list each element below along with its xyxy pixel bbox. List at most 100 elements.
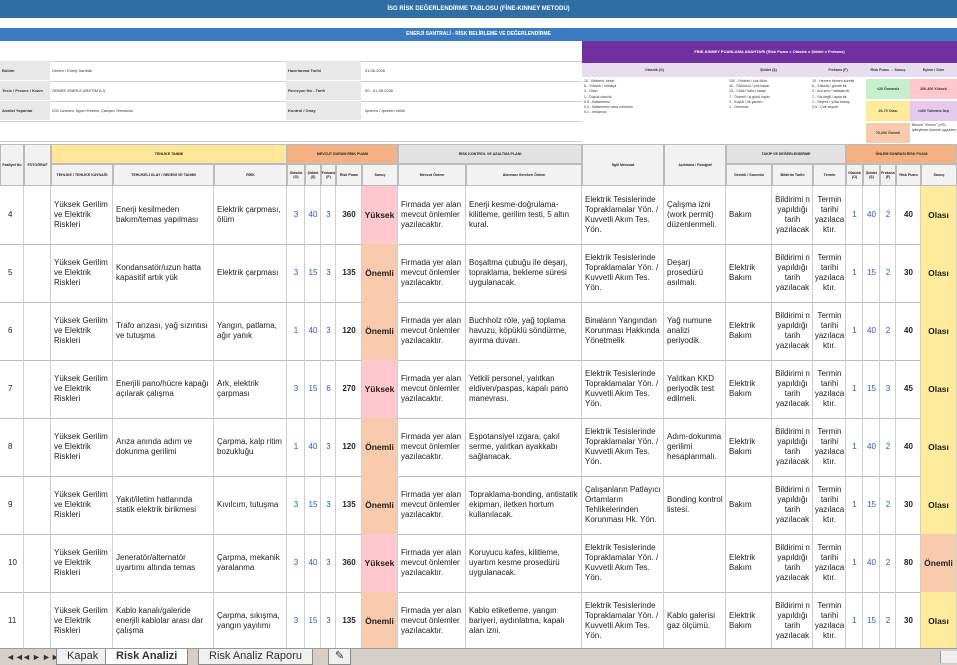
cell-aciklama[interactable]: Deşarj prosedürü asılmalı. — [664, 244, 726, 302]
cell-no[interactable]: 11 — [0, 592, 24, 650]
cell-rp2[interactable]: 40 — [896, 418, 921, 476]
cell-rp2[interactable]: 40 — [896, 186, 921, 244]
col-sorumlu[interactable]: Gerekli / Sorumlu — [726, 164, 772, 186]
cell-faaliyet[interactable]: Trafo arızası, yağ sızıntısı ve tutuşma — [113, 302, 214, 360]
cell-mevcut-onlem[interactable]: Firmada yer alan mevcut önlemler yazılac… — [398, 418, 466, 476]
cell-sonuc2[interactable]: Olası — [921, 360, 957, 418]
cell-s2[interactable]: 15 — [863, 592, 880, 650]
cell-f2[interactable]: 3 — [880, 360, 896, 418]
col-aciklama[interactable]: Açıklama / Fotoğraf — [664, 144, 726, 186]
cell-alinacak[interactable]: Boşaltma çubuğu ile deşarj, topraklama, … — [466, 244, 582, 302]
cell-s2[interactable]: 40 — [863, 534, 880, 592]
cell-sonuc[interactable]: Önemli — [362, 244, 398, 302]
cell-mevzuat[interactable]: Elektrik Tesislerinde Topraklamalar Yön.… — [582, 186, 664, 244]
col-sonuc2[interactable]: Sonuç — [921, 164, 957, 186]
cell-sonuc2[interactable]: Olası — [921, 418, 957, 476]
cell-s2[interactable]: 40 — [863, 418, 880, 476]
cell-alinacak[interactable]: Eşpotansiyel ızgara, çakıl serme, yalıtk… — [466, 418, 582, 476]
cell-mevcut-onlem[interactable]: Firmada yer alan mevcut önlemler yazılac… — [398, 534, 466, 592]
cell-risk[interactable]: Elektrik çarpması — [214, 244, 287, 302]
cell-rp[interactable]: 135 — [336, 592, 362, 650]
cell-s[interactable]: 40 — [305, 186, 321, 244]
nav-prev-icon[interactable]: ◄ — [22, 652, 31, 662]
cell-rp2[interactable]: 40 — [896, 302, 921, 360]
cell-f2[interactable]: 2 — [880, 418, 896, 476]
cell-alinacak[interactable]: Koruyucu kafes, kilitleme, uyartım kesme… — [466, 534, 582, 592]
cell-termin[interactable]: Termin tarihi yazılaca ktır. — [813, 302, 846, 360]
cell-o2[interactable]: 1 — [846, 592, 863, 650]
cell-sorumlu[interactable]: Elektrik Bakım — [726, 244, 772, 302]
cell-faaliyet[interactable]: Kablo kanalı/galeride enerjili kablolar … — [113, 592, 214, 650]
cell-f2[interactable]: 2 — [880, 302, 896, 360]
cell-mevzuat[interactable]: Elektrik Tesislerinde Topraklamalar Yön.… — [582, 360, 664, 418]
cell-s[interactable]: 40 — [305, 534, 321, 592]
cell-rp[interactable]: 360 — [336, 186, 362, 244]
nav-last-icon[interactable]: ►► — [42, 652, 60, 662]
cell-o2[interactable]: 1 — [846, 244, 863, 302]
photo-cell[interactable] — [24, 534, 51, 592]
photo-cell[interactable] — [24, 592, 51, 650]
cell-mevcut-onlem[interactable]: Firmada yer alan mevcut önlemler yazılac… — [398, 360, 466, 418]
cell-sorumlu[interactable]: Elektrik Bakım — [726, 534, 772, 592]
info-value[interactable]: 00 - 01.06.2026 — [365, 88, 394, 93]
cell-rp2[interactable]: 80 — [896, 534, 921, 592]
cell-sonuc2[interactable]: Olası — [921, 244, 957, 302]
cell-faaliyet[interactable]: Jeneratör/alternatör uyartımı altında te… — [113, 534, 214, 592]
cell-aciklama[interactable]: Bonding kontrol listesi. — [664, 476, 726, 534]
cell-s[interactable]: 40 — [305, 418, 321, 476]
cell-sorumlu[interactable]: Bakım — [726, 186, 772, 244]
col-foto[interactable]: FOTOĞRAF — [24, 144, 51, 186]
cell-sonuc2[interactable]: Olası — [921, 592, 957, 650]
cell-risk[interactable]: Kıvılcım, tutuşma — [214, 476, 287, 534]
cell-termin[interactable]: Termin tarihi yazılaca ktır. — [813, 534, 846, 592]
photo-cell[interactable] — [24, 244, 51, 302]
cell-risk[interactable]: Elektrik çarpması, ölüm — [214, 186, 287, 244]
cell-rp[interactable]: 360 — [336, 534, 362, 592]
cell-s[interactable]: 15 — [305, 244, 321, 302]
cell-rp[interactable]: 120 — [336, 418, 362, 476]
cell-bildirim[interactable]: Bildirimi n yapıldığı tarih yazılacak — [772, 418, 813, 476]
cell-alinacak[interactable]: Topraklama-bonding, antistatik ekipman, … — [466, 476, 582, 534]
cell-no[interactable]: 10 — [0, 534, 24, 592]
cell-f2[interactable]: 2 — [880, 186, 896, 244]
cell-sonuc[interactable]: Yüksek — [362, 186, 398, 244]
cell-rp2[interactable]: 30 — [896, 592, 921, 650]
cell-s2[interactable]: 40 — [863, 302, 880, 360]
cell-faaliyet[interactable]: Yakıt/iletim hatlarında statik elektrik … — [113, 476, 214, 534]
cell-o[interactable]: 3 — [287, 186, 305, 244]
cell-alinacak[interactable]: Yetkili personel, yalıtkan eldiven/paspa… — [466, 360, 582, 418]
col-f[interactable]: Frekans (F) — [321, 164, 336, 186]
info-value[interactable]: İSG Uzmanı, İşyeri Hekimi, Çalışan Temsi… — [52, 108, 133, 113]
cell-sonuc2[interactable]: Olası — [921, 476, 957, 534]
cell-mevzuat[interactable]: Çalışanların Patlayıcı Ortamların Tehlik… — [582, 476, 664, 534]
nav-first-icon[interactable]: ◄◄ — [6, 652, 24, 662]
cell-mevzuat[interactable]: Elektrik Tesislerinde Topraklamalar Yön.… — [582, 244, 664, 302]
cell-o[interactable]: 3 — [287, 476, 305, 534]
cell-no[interactable]: 7 — [0, 360, 24, 418]
cell-s2[interactable]: 15 — [863, 476, 880, 534]
cell-o[interactable]: 3 — [287, 592, 305, 650]
tab-risk-analiz-raporu[interactable]: Risk Analiz Raporu — [198, 649, 313, 665]
col-s[interactable]: Şiddet (Ş) — [305, 164, 321, 186]
photo-cell[interactable] — [24, 476, 51, 534]
cell-aciklama[interactable] — [664, 534, 726, 592]
cell-no[interactable]: 6 — [0, 302, 24, 360]
cell-mevzuat[interactable]: Elektrik Tesislerinde Topraklamalar Yön.… — [582, 418, 664, 476]
cell-f[interactable]: 3 — [321, 244, 336, 302]
cell-sonuc[interactable]: Yüksek — [362, 360, 398, 418]
tab-kapak[interactable]: Kapak — [56, 649, 110, 665]
cell-s2[interactable]: 15 — [863, 244, 880, 302]
photo-cell[interactable] — [24, 418, 51, 476]
cell-f2[interactable]: 2 — [880, 592, 896, 650]
horizontal-scrollbar[interactable] — [940, 651, 957, 663]
cell-aciklama[interactable]: Kablo galerisi gaz ölçümü. — [664, 592, 726, 650]
cell-risk[interactable]: Ark, elektrik çarpması — [214, 360, 287, 418]
cell-termin[interactable]: Termin tarihi yazılaca ktır. — [813, 360, 846, 418]
col-tehlike-kaynagi[interactable]: TEHLİKE / TEHLİKE KAYNAĞI — [51, 164, 113, 186]
cell-aciklama[interactable]: Adım-dokunma gerilimi hesaplanmalı. — [664, 418, 726, 476]
cell-no[interactable]: 5 — [0, 244, 24, 302]
cell-risk[interactable]: Yangın, patlama, ağır yanık — [214, 302, 287, 360]
col-sonuc[interactable]: Sonuç — [362, 164, 398, 186]
cell-f2[interactable]: 2 — [880, 534, 896, 592]
cell-s[interactable]: 15 — [305, 360, 321, 418]
